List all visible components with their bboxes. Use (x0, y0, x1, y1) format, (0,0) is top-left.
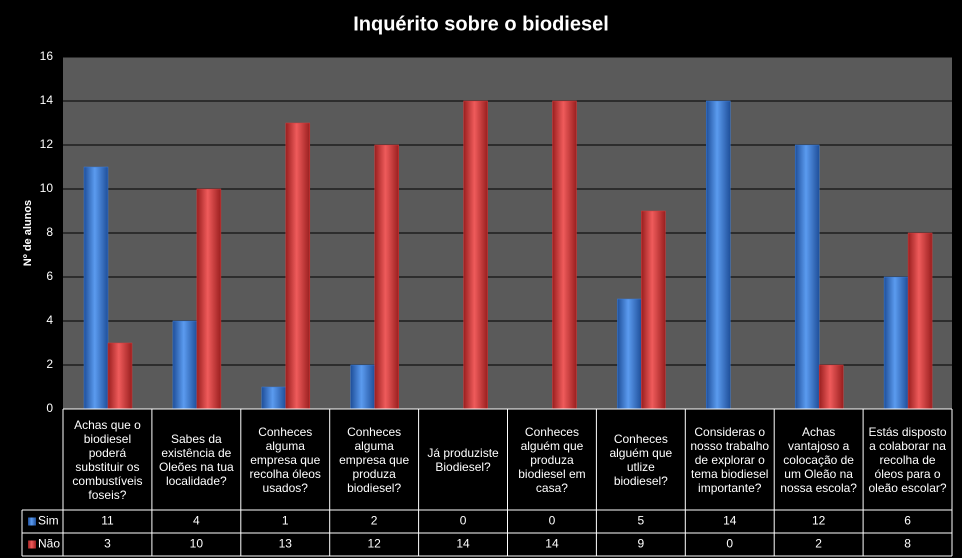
y-tick-label: 4 (46, 313, 53, 327)
table-value: 0 (549, 514, 556, 528)
y-tick-label: 10 (40, 181, 54, 195)
bar (706, 100, 731, 410)
legend-swatch (28, 517, 36, 526)
bar (883, 276, 909, 410)
bar (107, 342, 133, 410)
table-value: 2 (815, 537, 822, 551)
x-tick-label: Conheces alguém que produza biodiesel em… (518, 424, 586, 495)
bar (350, 364, 375, 410)
table-value: 9 (638, 537, 645, 551)
table-value: 0 (726, 537, 733, 551)
legend-swatch (28, 540, 36, 549)
bar (552, 100, 577, 410)
x-tick-label: Achas que o biodiesel poderá substituir … (72, 417, 143, 502)
y-tick-label: 14 (40, 93, 54, 107)
chart-title: Inquérito sobre o biodiesel (353, 13, 609, 35)
x-tick-label: Conheces alguém que utlize biodiesel? (609, 431, 673, 488)
y-tick-label: 16 (40, 49, 54, 63)
table-value: 8 (904, 537, 911, 551)
y-tick-label: 12 (40, 137, 54, 151)
y-tick-label: 6 (46, 269, 53, 283)
y-tick-label: 2 (46, 357, 53, 371)
table-value: 13 (279, 537, 293, 551)
x-tick-label: Consideras o nosso trabalho de explorar … (690, 424, 770, 495)
x-tick-label: Sabes da existência de Oleões na tua loc… (158, 431, 234, 488)
y-axis-label: Nº de alunos (22, 200, 34, 266)
table-value: 14 (545, 537, 559, 551)
bar (83, 166, 109, 410)
table-value: 14 (456, 537, 470, 551)
legend-label: Sim (38, 514, 59, 528)
x-tick-label: Já produziste Biodiesel? (427, 445, 499, 474)
category-cell: Achas vantajoso a colocação de um Oleão … (780, 424, 857, 495)
bar (794, 144, 820, 410)
x-tick-label: Conheces alguma empresa que produza biod… (339, 424, 410, 495)
bar (374, 144, 399, 410)
legend-label: Não (38, 537, 60, 551)
bar (818, 364, 844, 410)
x-tick-label: Estás disposto a colaborar na recolha de… (868, 424, 947, 495)
category-cell: Conheces alguma empresa que recolha óleo… (249, 424, 321, 495)
x-tick-label: Conheces alguma empresa que recolha óleo… (249, 424, 321, 495)
bar (285, 122, 311, 410)
category-cell: Sabes da existência de Oleões na tua loc… (158, 431, 234, 488)
table-value: 5 (638, 514, 645, 528)
table-value: 3 (104, 537, 111, 551)
table-value: 1 (282, 514, 289, 528)
table-value: 11 (101, 514, 114, 528)
category-cell: Já produziste Biodiesel? (427, 445, 499, 474)
category-cell: Conheces alguém que utlize biodiesel? (609, 431, 673, 488)
bar (907, 232, 933, 410)
category-cell: Consideras o nosso trabalho de explorar … (690, 424, 770, 495)
bar (641, 210, 666, 410)
table-value: 6 (904, 514, 911, 528)
table-value: 4 (193, 514, 200, 528)
y-tick-label: 0 (46, 401, 53, 415)
table-value: 12 (367, 537, 381, 551)
table-value: 12 (812, 514, 826, 528)
bar (463, 100, 488, 410)
table-value: 14 (723, 514, 737, 528)
category-cell: Estás disposto a colaborar na recolha de… (868, 424, 947, 495)
table-value: 0 (460, 514, 467, 528)
x-tick-label: Achas vantajoso a colocação de um Oleão … (780, 424, 857, 495)
y-tick-label: 8 (46, 225, 53, 239)
bar (261, 386, 287, 410)
table-value: 2 (371, 514, 378, 528)
category-cell: Achas que o biodiesel poderá substituir … (72, 417, 143, 502)
bar (172, 320, 198, 410)
category-cell: Conheces alguém que produza biodiesel em… (518, 424, 586, 495)
table-value: 10 (190, 537, 204, 551)
bar (617, 298, 642, 410)
category-cell: Conheces alguma empresa que produza biod… (339, 424, 410, 495)
bar (196, 188, 222, 410)
